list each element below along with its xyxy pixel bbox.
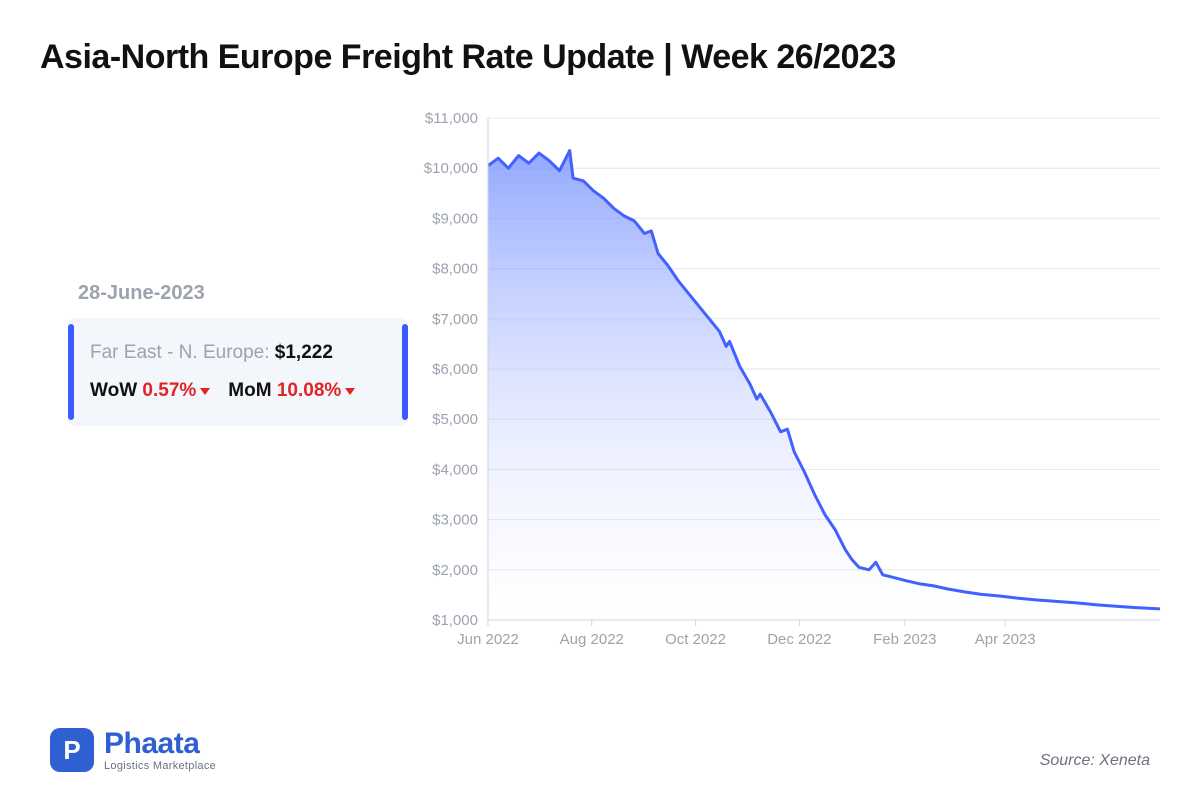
chart-plot-area (488, 151, 1160, 620)
svg-text:$10,000: $10,000 (424, 160, 478, 177)
svg-text:Apr 2023: Apr 2023 (975, 631, 1036, 648)
route-price-row: Far East - N. Europe: $1,222 (90, 342, 386, 364)
svg-text:Jun 2022: Jun 2022 (457, 631, 519, 648)
svg-text:$9,000: $9,000 (432, 210, 478, 227)
svg-text:$7,000: $7,000 (432, 311, 478, 328)
svg-text:$1,000: $1,000 (432, 612, 478, 629)
wow-block: WoW 0.57% (90, 380, 210, 402)
mom-block: MoM 10.08% (228, 380, 355, 402)
svg-text:$11,000: $11,000 (425, 110, 478, 127)
chart-svg: $1,000 $2,000 $3,000 $4,000 $5,000 $6,000 $7,0… (410, 110, 1170, 670)
logo-mark-icon: P (50, 728, 94, 772)
svg-text:$4,000: $4,000 (432, 461, 478, 478)
wow-label: WoW (90, 380, 137, 401)
source-label: Source: Xeneta (1040, 752, 1150, 770)
svg-text:Oct 2022: Oct 2022 (665, 631, 726, 648)
svg-text:Dec 2022: Dec 2022 (767, 631, 831, 648)
wow-pct: 0.57% (142, 380, 210, 402)
y-axis-ticks: $1,000 $2,000 $3,000 $4,000 $5,000 $6,000 $7,0… (424, 110, 478, 629)
svg-text:$3,000: $3,000 (432, 512, 478, 529)
svg-text:Aug 2022: Aug 2022 (560, 631, 624, 648)
price-value: $1,222 (275, 342, 333, 363)
triangle-down-icon (200, 388, 210, 395)
svg-text:$2,000: $2,000 (432, 562, 478, 579)
page-title: Asia-North Europe Freight Rate Update | … (40, 38, 896, 77)
brand-logo: P Phaata Logistics Marketplace (50, 728, 216, 772)
wow-pct-text: 0.57% (142, 380, 196, 402)
logo-text: Phaata Logistics Marketplace (104, 729, 216, 772)
svg-text:$6,000: $6,000 (432, 361, 478, 378)
rate-info-card: Far East - N. Europe: $1,222 WoW 0.57% M… (68, 318, 408, 426)
logo-tagline: Logistics Marketplace (104, 761, 216, 772)
route-label: Far East - N. Europe: (90, 342, 270, 363)
mom-label: MoM (228, 380, 271, 401)
triangle-down-icon (345, 388, 355, 395)
mom-pct-text: 10.08% (277, 380, 341, 402)
freight-rate-chart: $1,000 $2,000 $3,000 $4,000 $5,000 $6,000 $7,0… (410, 110, 1170, 670)
svg-text:$5,000: $5,000 (432, 411, 478, 428)
svg-text:Feb 2023: Feb 2023 (873, 631, 936, 648)
x-axis-ticks: Jun 2022 Aug 2022 Oct 2022 Dec 2022 Feb 2023… (457, 620, 1035, 648)
date-label: 28-June-2023 (78, 282, 205, 305)
mom-pct: 10.08% (277, 380, 355, 402)
change-row: WoW 0.57% MoM 10.08% (90, 380, 386, 402)
svg-text:$8,000: $8,000 (432, 261, 478, 278)
logo-name: Phaata (104, 729, 216, 759)
